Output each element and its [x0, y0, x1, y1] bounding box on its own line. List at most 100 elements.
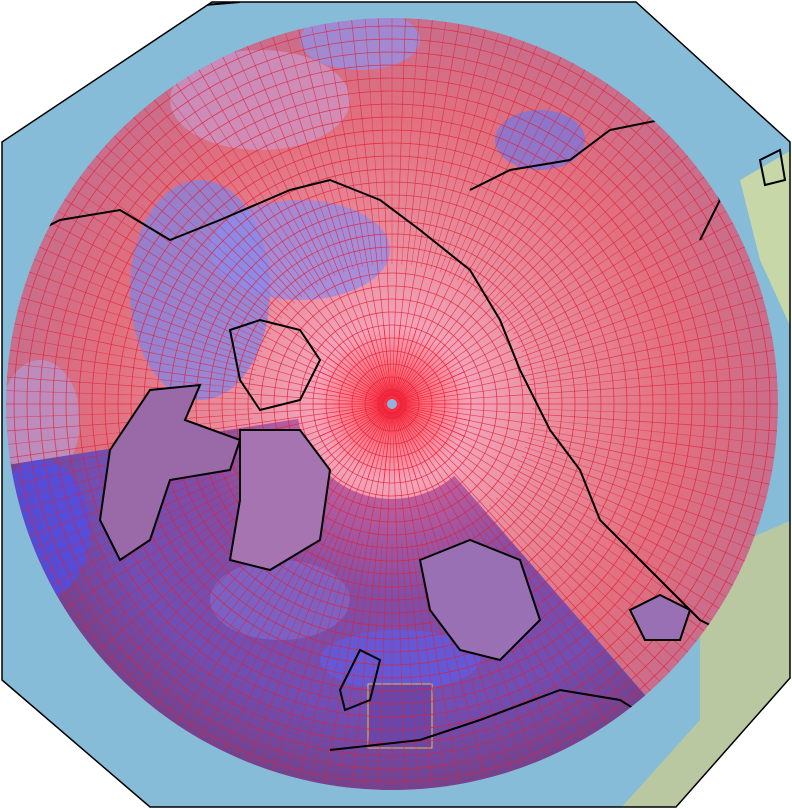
grid-meridian — [397, 409, 678, 680]
coastlines — [6, 118, 778, 752]
coastline — [6, 178, 741, 641]
grid-meridian — [295, 19, 391, 397]
grid-meridian — [336, 18, 373, 266]
grid-meridian — [205, 527, 327, 754]
grid-meridian — [398, 407, 729, 615]
grid-meridian — [6, 362, 253, 390]
grid-meridian — [97, 138, 289, 311]
grid-meridian — [399, 404, 778, 460]
grid-meridian — [322, 18, 391, 397]
grid-meridian — [401, 543, 420, 790]
grid-meridian — [439, 31, 528, 273]
grid-meridian — [521, 456, 760, 553]
grid-meridian — [7, 307, 257, 371]
grid-meridian — [6, 389, 253, 400]
grid-meridian — [256, 31, 345, 273]
grid-meridian — [531, 418, 778, 446]
grid-meridian — [106, 128, 387, 399]
grid-meridian — [411, 18, 448, 266]
grid-meridian — [399, 404, 778, 432]
grid-meridian — [338, 403, 393, 464]
grid-meridian — [396, 75, 614, 398]
grid-meridian — [502, 159, 705, 319]
land-background — [740, 150, 790, 330]
grid-meridian — [364, 18, 383, 265]
grid-meridian — [391, 403, 466, 437]
grid-meridian — [527, 307, 777, 371]
coastline — [628, 593, 692, 641]
grid-meridian — [338, 344, 393, 405]
grid-meridian — [397, 149, 696, 400]
grid-meridian — [391, 403, 401, 484]
grid-meridian — [295, 411, 391, 789]
grid-meridian — [489, 118, 668, 304]
grid-meridian — [42, 217, 386, 401]
grid-meridian — [15, 281, 259, 362]
grid-meridian — [481, 511, 647, 708]
grid-meridian — [181, 68, 319, 286]
grid-meridian — [6, 408, 253, 419]
grid-meridian — [377, 18, 393, 397]
blue-patch — [210, 560, 350, 640]
grid-meridian — [48, 473, 271, 603]
grid-meridian — [309, 540, 364, 790]
grid-meridian — [181, 522, 319, 740]
grid-meridian — [230, 531, 336, 766]
grid-meridian — [322, 411, 391, 790]
grid-meridian — [513, 205, 736, 335]
grid-meridian — [366, 403, 393, 481]
grid-meridian — [313, 403, 393, 421]
grid-meridian — [318, 371, 393, 405]
grid-meridian — [391, 356, 457, 405]
grid-meridian — [55, 193, 386, 401]
grid-meridian — [351, 334, 393, 405]
grid-meridian — [391, 403, 446, 464]
grid-meridian — [243, 411, 390, 772]
grid-meridian — [399, 348, 778, 404]
grid-meridian — [457, 54, 579, 281]
grid-meridian — [396, 91, 637, 398]
grid — [6, 18, 778, 790]
grid-meridian — [391, 403, 457, 452]
grid-meridian — [495, 138, 687, 311]
grid-meridian — [116, 118, 295, 304]
coastline — [98, 383, 242, 562]
grid-meridian — [35, 230, 267, 343]
grid-meridian — [399, 376, 778, 404]
grid-meridian — [393, 18, 462, 397]
grid-meridian — [170, 75, 388, 398]
grid-meridian — [327, 356, 393, 405]
grid-meridian — [391, 403, 433, 474]
grid-meridian — [42, 407, 386, 591]
grid-meridian — [398, 217, 742, 401]
grid-meridian — [391, 334, 433, 405]
grid-meridian — [529, 428, 778, 474]
grid-meridian — [481, 100, 647, 297]
grid-meridian — [517, 230, 749, 343]
grid-meridian — [411, 542, 448, 790]
grid-meridian — [218, 411, 389, 761]
grid-meridian — [531, 408, 778, 419]
grid-meridian — [525, 281, 769, 362]
grid-meridian — [147, 91, 388, 398]
coastline — [338, 648, 382, 712]
grid-meridian — [521, 255, 760, 352]
grid-meridian — [397, 128, 678, 399]
grid-meridian — [48, 205, 271, 335]
grid-meridian — [391, 344, 446, 405]
grid-meridian — [489, 504, 668, 690]
grid-meridian — [88, 149, 387, 400]
grid-meridian — [399, 268, 765, 402]
blue-patch — [210, 200, 390, 300]
grid-meridian — [529, 334, 778, 380]
grid-meridian — [327, 403, 393, 452]
grid-meridian — [398, 407, 742, 591]
grid-meridian — [24, 255, 263, 352]
grid-meridian — [19, 268, 385, 402]
pole-marker — [387, 399, 397, 409]
grid-meridian — [391, 18, 407, 397]
